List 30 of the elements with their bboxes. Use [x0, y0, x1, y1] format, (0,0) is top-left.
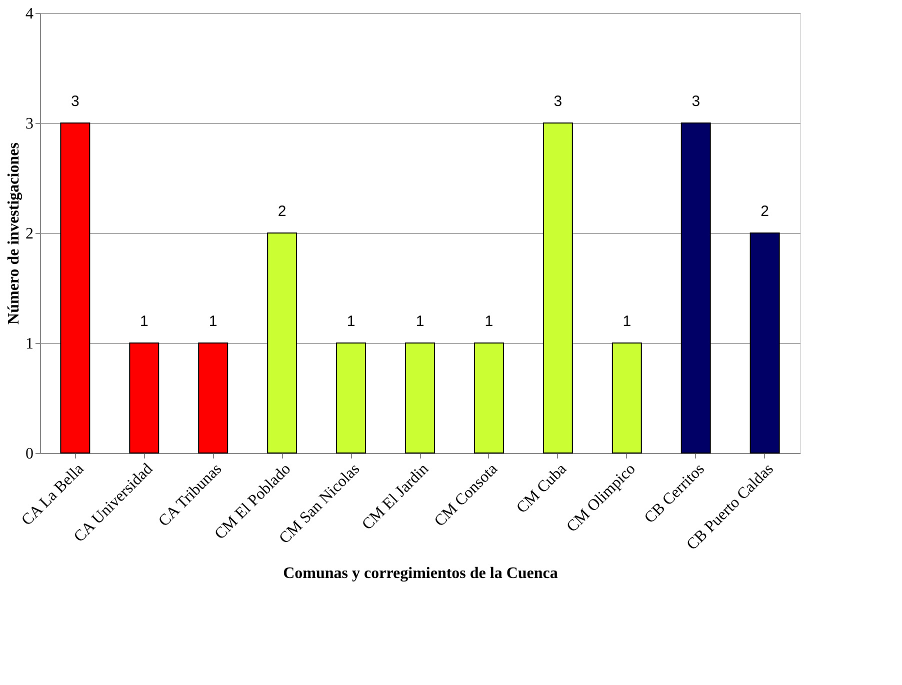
data-label: 3: [554, 93, 562, 110]
x-tick-label: CM Cuba: [514, 460, 570, 517]
y-tick-label: 0: [26, 446, 34, 462]
data-label: 1: [140, 313, 148, 330]
y-tick-label: 4: [26, 6, 34, 22]
bar: [405, 342, 435, 454]
data-label: 3: [692, 93, 700, 110]
bar: [336, 342, 366, 454]
data-label: 1: [416, 313, 424, 330]
bar: [750, 232, 780, 454]
data-label: 3: [71, 93, 80, 110]
data-label: 1: [346, 313, 356, 330]
bar: [129, 342, 160, 454]
data-label: 1: [208, 313, 218, 330]
bar: [198, 342, 228, 454]
data-label: 1: [484, 313, 494, 330]
y-tick-label: 3: [26, 116, 34, 132]
bar: [542, 122, 573, 454]
bar: [474, 342, 504, 454]
data-label: 1: [622, 313, 632, 330]
bar: [680, 122, 711, 454]
bar: [267, 232, 298, 454]
x-axis-title: Comunas y corregimientos de la Cuenca: [283, 564, 558, 582]
y-axis-title: Número de investigaciones: [6, 142, 22, 324]
data-label: 2: [760, 203, 769, 220]
bar: [60, 122, 90, 454]
y-tick-label: 2: [26, 226, 34, 242]
data-label: 2: [278, 203, 286, 220]
y-tick-label: 1: [26, 336, 34, 352]
bar: [612, 342, 642, 454]
